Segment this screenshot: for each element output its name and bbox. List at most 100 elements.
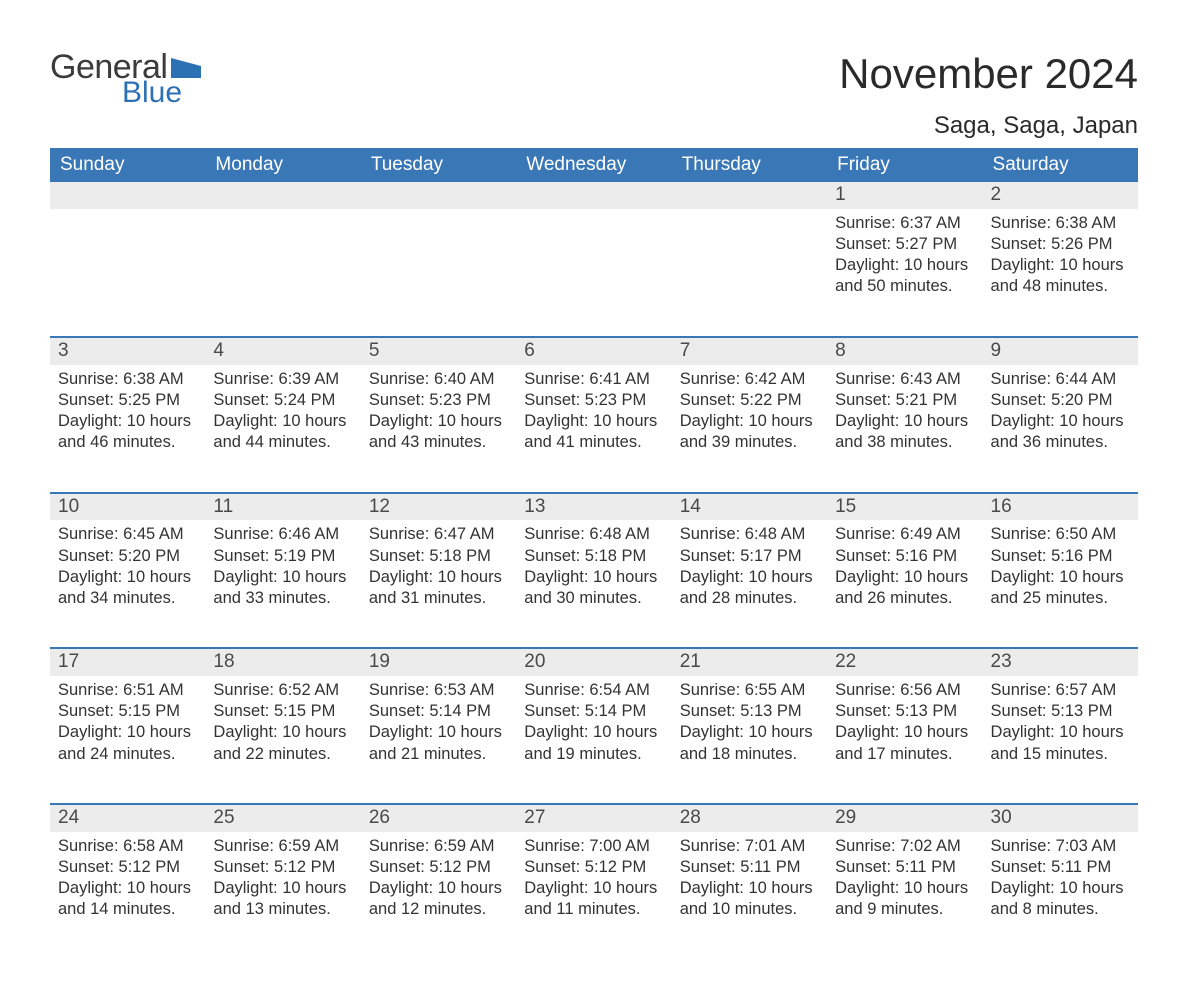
day-text: Sunrise: 6:53 AMSunset: 5:14 PMDaylight:… xyxy=(361,676,516,764)
day-text: Sunrise: 6:38 AMSunset: 5:25 PMDaylight:… xyxy=(50,365,205,453)
day-cell xyxy=(672,209,827,337)
day-text: Sunrise: 6:50 AMSunset: 5:16 PMDaylight:… xyxy=(983,520,1138,608)
daynum-cell: 22 xyxy=(827,649,982,676)
daynum-cell: 18 xyxy=(205,649,360,676)
day-number: 12 xyxy=(361,494,516,521)
sunrise-text: Sunrise: 6:58 AM xyxy=(58,836,197,857)
sunset-text: Sunset: 5:13 PM xyxy=(680,701,819,722)
weekday-header: Wednesday xyxy=(516,148,671,182)
sunrise-text: Sunrise: 6:48 AM xyxy=(524,524,663,545)
sunset-text: Sunset: 5:12 PM xyxy=(58,857,197,878)
sunset-text: Sunset: 5:11 PM xyxy=(680,857,819,878)
daynum-cell: 8 xyxy=(827,338,982,365)
daynum-cell xyxy=(361,182,516,209)
day-cell: Sunrise: 6:37 AMSunset: 5:27 PMDaylight:… xyxy=(827,209,982,337)
daynum-cell: 27 xyxy=(516,805,671,832)
day-text: Sunrise: 6:46 AMSunset: 5:19 PMDaylight:… xyxy=(205,520,360,608)
weekday-header: Tuesday xyxy=(361,148,516,182)
day-cell: Sunrise: 6:48 AMSunset: 5:17 PMDaylight:… xyxy=(672,520,827,648)
day-number: 24 xyxy=(50,805,205,832)
sunrise-text: Sunrise: 6:50 AM xyxy=(991,524,1130,545)
sunset-text: Sunset: 5:17 PM xyxy=(680,546,819,567)
sunrise-text: Sunrise: 6:38 AM xyxy=(58,369,197,390)
logo: General Blue xyxy=(50,50,201,108)
day-text: Sunrise: 6:37 AMSunset: 5:27 PMDaylight:… xyxy=(827,209,982,297)
daylight-text: Daylight: 10 hours and 9 minutes. xyxy=(835,878,974,920)
day-cell: Sunrise: 6:45 AMSunset: 5:20 PMDaylight:… xyxy=(50,520,205,648)
day-text: Sunrise: 6:58 AMSunset: 5:12 PMDaylight:… xyxy=(50,832,205,920)
day-cell: Sunrise: 6:40 AMSunset: 5:23 PMDaylight:… xyxy=(361,365,516,493)
daynum-cell: 21 xyxy=(672,649,827,676)
day-cell: Sunrise: 6:48 AMSunset: 5:18 PMDaylight:… xyxy=(516,520,671,648)
day-number: 30 xyxy=(983,805,1138,832)
calendar-page: General Blue November 2024 Saga, Saga, J… xyxy=(0,0,1188,1000)
daylight-text: Daylight: 10 hours and 24 minutes. xyxy=(58,722,197,764)
sunset-text: Sunset: 5:26 PM xyxy=(991,234,1130,255)
sunset-text: Sunset: 5:18 PM xyxy=(524,546,663,567)
sunset-text: Sunset: 5:20 PM xyxy=(58,546,197,567)
daynum-cell: 29 xyxy=(827,805,982,832)
daylight-text: Daylight: 10 hours and 21 minutes. xyxy=(369,722,508,764)
sunrise-text: Sunrise: 6:42 AM xyxy=(680,369,819,390)
sunrise-text: Sunrise: 6:39 AM xyxy=(213,369,352,390)
day-number: 10 xyxy=(50,494,205,521)
day-cell: Sunrise: 7:03 AMSunset: 5:11 PMDaylight:… xyxy=(983,832,1138,960)
sunrise-text: Sunrise: 6:44 AM xyxy=(991,369,1130,390)
sunset-text: Sunset: 5:12 PM xyxy=(524,857,663,878)
sunset-text: Sunset: 5:22 PM xyxy=(680,390,819,411)
daylight-text: Daylight: 10 hours and 22 minutes. xyxy=(213,722,352,764)
daynum-cell: 26 xyxy=(361,805,516,832)
day-number: 22 xyxy=(827,649,982,676)
daynum-row: 24252627282930 xyxy=(50,805,1138,832)
daynum-cell: 20 xyxy=(516,649,671,676)
sunrise-text: Sunrise: 6:45 AM xyxy=(58,524,197,545)
day-cell xyxy=(205,209,360,337)
sunrise-text: Sunrise: 6:38 AM xyxy=(991,213,1130,234)
day-number: 17 xyxy=(50,649,205,676)
day-number: 16 xyxy=(983,494,1138,521)
sunset-text: Sunset: 5:25 PM xyxy=(58,390,197,411)
sunrise-text: Sunrise: 7:02 AM xyxy=(835,836,974,857)
sunrise-text: Sunrise: 7:01 AM xyxy=(680,836,819,857)
sunset-text: Sunset: 5:27 PM xyxy=(835,234,974,255)
daynum-cell: 2 xyxy=(983,182,1138,209)
daynum-cell: 7 xyxy=(672,338,827,365)
day-cell: Sunrise: 6:59 AMSunset: 5:12 PMDaylight:… xyxy=(361,832,516,960)
day-cell: Sunrise: 6:49 AMSunset: 5:16 PMDaylight:… xyxy=(827,520,982,648)
day-number: 1 xyxy=(827,182,982,209)
daynum-cell: 3 xyxy=(50,338,205,365)
sunset-text: Sunset: 5:18 PM xyxy=(369,546,508,567)
daynum-cell: 1 xyxy=(827,182,982,209)
sunrise-text: Sunrise: 6:41 AM xyxy=(524,369,663,390)
sunrise-text: Sunrise: 6:56 AM xyxy=(835,680,974,701)
day-text: Sunrise: 7:02 AMSunset: 5:11 PMDaylight:… xyxy=(827,832,982,920)
daylight-text: Daylight: 10 hours and 28 minutes. xyxy=(680,567,819,609)
day-cell: Sunrise: 6:47 AMSunset: 5:18 PMDaylight:… xyxy=(361,520,516,648)
sunset-text: Sunset: 5:20 PM xyxy=(991,390,1130,411)
daynum-cell xyxy=(672,182,827,209)
day-text: Sunrise: 6:54 AMSunset: 5:14 PMDaylight:… xyxy=(516,676,671,764)
week-row: Sunrise: 6:45 AMSunset: 5:20 PM Daylight:… xyxy=(50,520,1138,648)
day-text: Sunrise: 6:57 AMSunset: 5:13 PMDaylight:… xyxy=(983,676,1138,764)
daylight-text: Daylight: 10 hours and 36 minutes. xyxy=(991,411,1130,453)
sunset-text: Sunset: 5:23 PM xyxy=(524,390,663,411)
sunrise-text: Sunrise: 7:03 AM xyxy=(991,836,1130,857)
day-number: 3 xyxy=(50,338,205,365)
daylight-text: Daylight: 10 hours and 17 minutes. xyxy=(835,722,974,764)
daylight-text: Daylight: 10 hours and 13 minutes. xyxy=(213,878,352,920)
month-title: November 2024 xyxy=(839,50,1138,98)
day-number: 2 xyxy=(983,182,1138,209)
daylight-text: Daylight: 10 hours and 12 minutes. xyxy=(369,878,508,920)
week-row: Sunrise: 6:38 AMSunset: 5:25 PM Daylight:… xyxy=(50,365,1138,493)
day-number: 6 xyxy=(516,338,671,365)
sunrise-text: Sunrise: 6:40 AM xyxy=(369,369,508,390)
day-cell xyxy=(516,209,671,337)
weekday-row: Sunday Monday Tuesday Wednesday Thursday… xyxy=(50,148,1138,182)
daynum-cell: 30 xyxy=(983,805,1138,832)
day-number: 15 xyxy=(827,494,982,521)
day-cell: Sunrise: 6:42 AMSunset: 5:22 PMDaylight:… xyxy=(672,365,827,493)
day-cell: Sunrise: 6:58 AMSunset: 5:12 PMDaylight:… xyxy=(50,832,205,960)
daynum-cell: 19 xyxy=(361,649,516,676)
day-number: 18 xyxy=(205,649,360,676)
day-text: Sunrise: 6:56 AMSunset: 5:13 PMDaylight:… xyxy=(827,676,982,764)
